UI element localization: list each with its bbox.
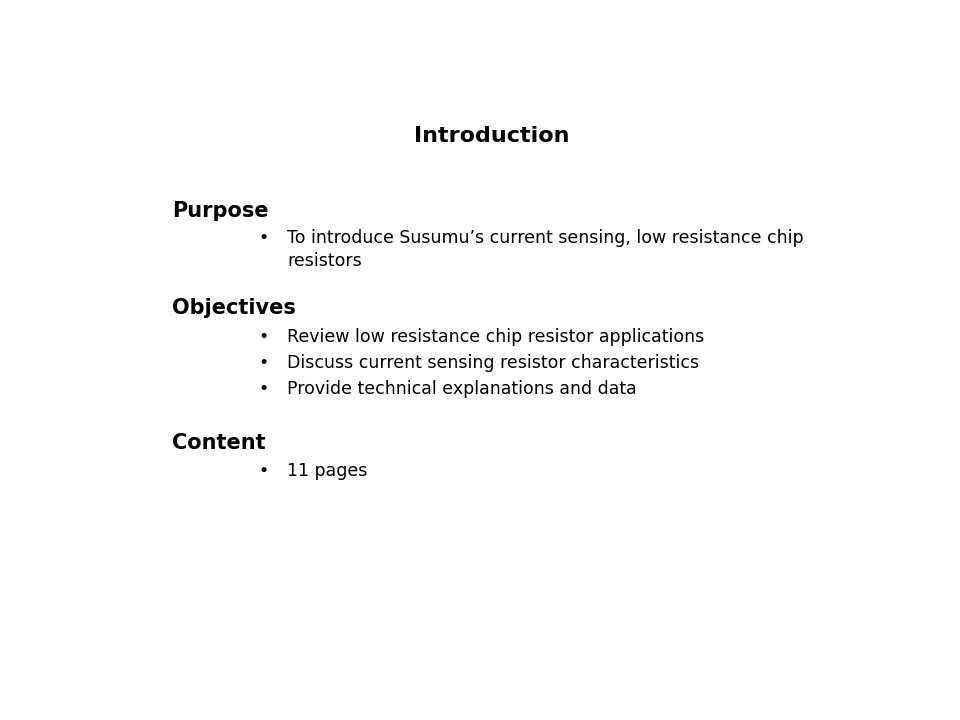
Text: •: • [258, 328, 269, 346]
Text: •: • [258, 230, 269, 248]
Text: •: • [258, 354, 269, 372]
Text: •: • [258, 379, 269, 397]
Text: •: • [258, 462, 269, 480]
Text: 11 pages: 11 pages [287, 462, 368, 480]
Text: Purpose: Purpose [172, 201, 269, 221]
Text: To introduce Susumu’s current sensing, low resistance chip
resistors: To introduce Susumu’s current sensing, l… [287, 230, 804, 269]
Text: Objectives: Objectives [172, 298, 296, 318]
Text: Review low resistance chip resistor applications: Review low resistance chip resistor appl… [287, 328, 705, 346]
Text: Content: Content [172, 433, 266, 453]
Text: Introduction: Introduction [415, 126, 569, 146]
Text: Discuss current sensing resistor characteristics: Discuss current sensing resistor charact… [287, 354, 700, 372]
Text: Provide technical explanations and data: Provide technical explanations and data [287, 379, 637, 397]
